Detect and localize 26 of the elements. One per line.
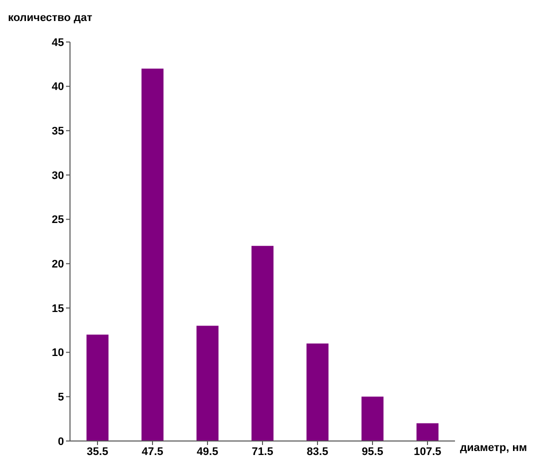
y-tick-label: 10 [52,347,64,360]
y-tick-label: 15 [52,302,64,315]
x-tick-label: 107.5 [414,446,442,458]
y-tick-label: 30 [52,170,64,182]
bar [416,423,438,441]
x-tick-label: 47.5 [142,446,164,458]
x-axis-title: диаметр, нм [460,442,527,454]
bar [306,343,328,441]
bar [252,246,274,441]
y-tick-label: 40 [52,81,64,94]
y-tick-label: 5 [58,392,64,404]
bar [196,326,218,441]
x-tick-label: 95.5 [362,446,384,458]
y-tick-label: 35 [52,126,64,138]
x-tick-label: 83.5 [306,446,328,458]
bar [142,68,164,441]
x-tick-label: 49.5 [196,446,218,458]
x-tick-label: 71.5 [252,446,274,458]
x-tick-label: 35.5 [86,446,108,458]
y-tick-label: 45 [52,36,64,49]
bar [362,396,384,441]
y-tick-label: 25 [52,214,64,226]
bar [86,334,108,441]
y-axis-title: количество дат [8,12,92,24]
y-tick-label: 20 [52,258,64,271]
y-tick-label: 0 [58,436,64,448]
